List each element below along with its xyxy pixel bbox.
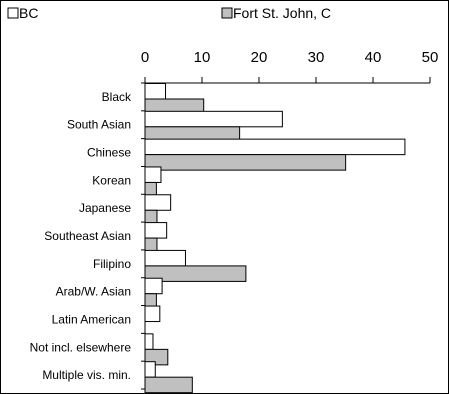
category-label: Latin American [52, 312, 131, 326]
category-label: Filipino [93, 257, 131, 271]
category-label: Arab/W. Asian [56, 285, 131, 299]
category-label: Korean [92, 173, 131, 187]
bar-bc [144, 249, 186, 267]
bar-bc [144, 138, 406, 156]
category-label: Southeast Asian [44, 229, 131, 243]
legend-swatch-bc [7, 7, 19, 19]
y-axis: Black South Asian Chinese Korean Japanese Sou… [30, 82, 146, 390]
bar-bc [144, 166, 162, 183]
bar-fort-st-john-c [144, 154, 347, 171]
legend-swatch-fort-st-john-c [221, 7, 233, 19]
x-tick-label: 40 [365, 49, 382, 66]
bars [144, 83, 406, 394]
category-label: South Asian [67, 118, 131, 132]
legend-label-bc: BC [19, 5, 38, 21]
bar-bc [144, 361, 156, 378]
bar-bc [144, 305, 161, 323]
x-tick-label: 50 [422, 49, 439, 66]
x-tick-label: 10 [194, 49, 211, 66]
category-label: Not incl. elsewhere [30, 340, 132, 354]
x-tick-label: 30 [308, 49, 325, 66]
bar-bc [144, 333, 154, 350]
bar-bc [144, 110, 283, 128]
category-label: Japanese [79, 201, 131, 215]
x-axis: 0 10 20 30 40 50 [141, 49, 439, 84]
x-tick-label: 20 [251, 49, 268, 66]
legend-label-fort-st-john-c: Fort St. John, C [233, 5, 331, 21]
bar-fort-st-john-c [144, 376, 193, 394]
legend: BC Fort St. John, C [7, 5, 331, 21]
bar-bc [144, 83, 167, 100]
bar-bc [144, 277, 163, 295]
x-tick-label: 0 [141, 49, 149, 66]
category-label: Multiple vis. min. [42, 368, 131, 382]
bar-bc [144, 194, 172, 211]
bar-bc [144, 222, 168, 239]
category-label: Black [102, 90, 132, 104]
category-label: Chinese [87, 146, 131, 160]
